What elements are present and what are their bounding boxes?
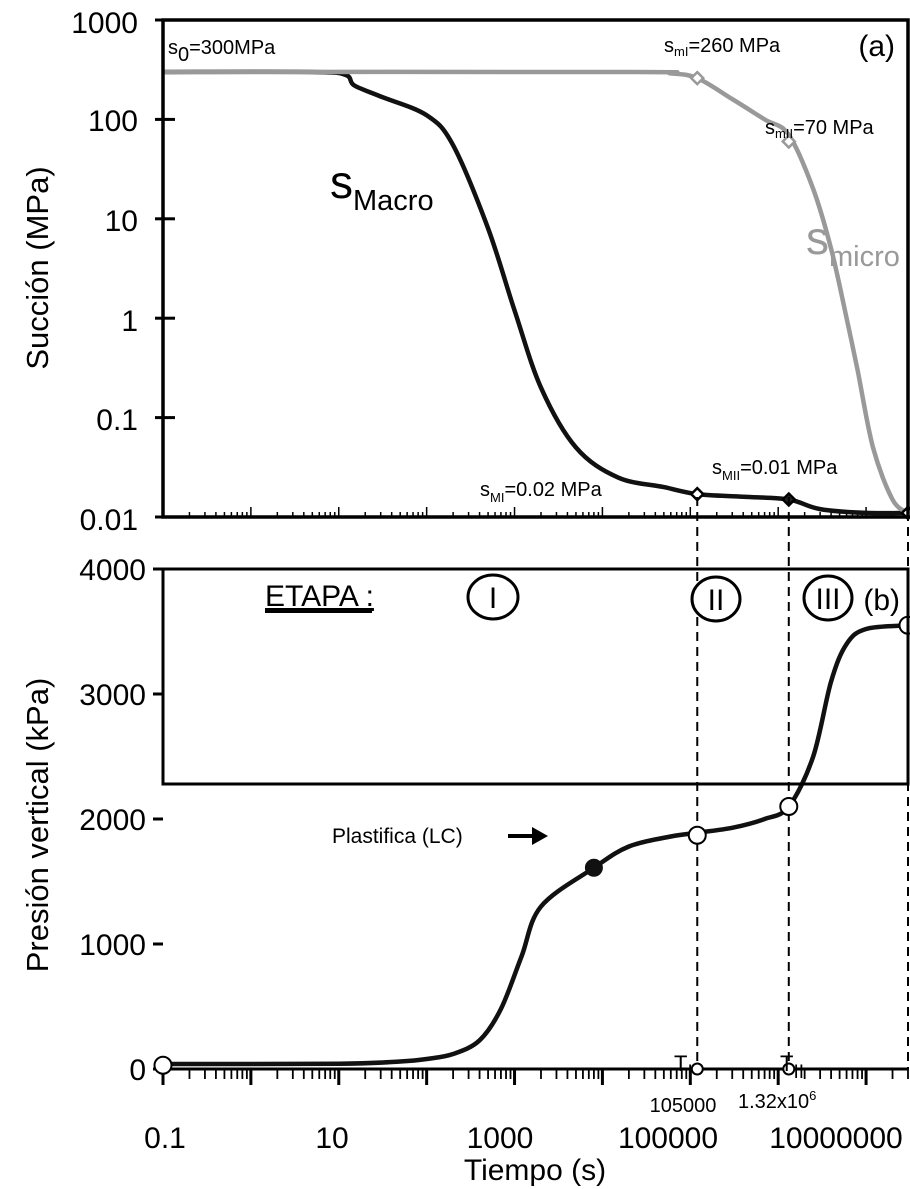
panel-a-ytick-label: 0.01 [80, 504, 138, 537]
panel-b: 4000 3000 2000 1000 0 0.1 10 1000 100000… [20, 497, 910, 1187]
pressure-point-open [779, 797, 799, 816]
panel-b-xtick-label: 100000 [618, 1122, 718, 1155]
pressure-points [153, 615, 910, 1076]
panel-a-ytick-label: 1000 [71, 7, 138, 40]
t1-value-label: 105000 [650, 1095, 717, 1117]
panel-a-y-ticks [155, 18, 175, 519]
panel-a-diamond-marker [689, 70, 706, 86]
plastifica-label: Plastifica (LC) [332, 825, 463, 848]
stage-label-1: I [489, 582, 497, 615]
panel-a-ytick-label: 10 [105, 205, 138, 238]
pressure-point-filled [584, 858, 603, 877]
panel-b-y-axis-label: Presión vertical (kPa) [20, 678, 55, 973]
stage-circle-1 [466, 573, 520, 621]
pressure-line [162, 623, 909, 1067]
t2-label: TII [780, 1051, 804, 1083]
stage-circle-3 [802, 574, 854, 622]
annotation-sMI: sMI=0.02 MPa [480, 479, 603, 505]
pressure-point-open [153, 1055, 173, 1075]
s-micro-curve-label: smicro [806, 212, 900, 273]
x-axis-label: Tiempo (s) [464, 1154, 606, 1187]
panel-a: 1000 100 10 1 0.1 0.01 Succión (MPa) (a)… [20, 7, 910, 537]
annotation-s0: s0=300MPa [168, 37, 276, 66]
panel-a-label: (a) [858, 30, 895, 63]
panel-a-diamond-marker [781, 133, 797, 150]
panel-a-frame [161, 18, 910, 519]
panel-b-ytick-label: 0 [129, 1054, 146, 1087]
panel-a-ytick-label: 100 [88, 105, 138, 138]
panel-a-markers [689, 70, 910, 521]
panel-b-ytick-label: 2000 [79, 804, 146, 837]
panel-b-xtick-label: 10000000 [769, 1122, 902, 1155]
panel-b-ytick-label: 3000 [79, 679, 146, 712]
annotation-sMII: sMII=0.01 MPa [712, 457, 838, 483]
panel-b-ytick-label: 4000 [79, 554, 146, 587]
stage-circle-2 [690, 575, 742, 623]
plastifica-arrow-head [532, 827, 548, 845]
etapa-label: ETAPA : [265, 580, 374, 613]
pressure-point-open [687, 825, 707, 845]
stage-label-3: III [815, 583, 840, 616]
t1-label: TI [674, 1051, 693, 1083]
annotation-smI: smI=260 MPa [664, 35, 781, 59]
panel-b-ytick-label: 1000 [79, 929, 146, 962]
panel-a-ytick-label: 1 [121, 305, 138, 338]
stage-label-2: II [708, 584, 725, 617]
panel-b-xtick-label: 1000 [467, 1122, 534, 1155]
panel-b-xtick-label: 0.1 [144, 1122, 186, 1155]
s-macro-curve-label: sMacro [330, 156, 434, 217]
panel-a-ytick-label: 0.1 [96, 404, 138, 437]
time-axis-marker [782, 1062, 796, 1076]
annotation-smII: smII=70 MPa [765, 117, 875, 141]
time-axis-marker [690, 1062, 704, 1076]
panel-b-xtick-label: 10 [315, 1122, 348, 1155]
panel-a-y-axis-label: Succión (MPa) [20, 166, 55, 369]
t2-value-label: 1.32x106 [738, 1088, 816, 1113]
s-micro-line [162, 69, 910, 515]
panel-b-label: (b) [863, 584, 900, 617]
panel-b-frame [161, 567, 910, 786]
